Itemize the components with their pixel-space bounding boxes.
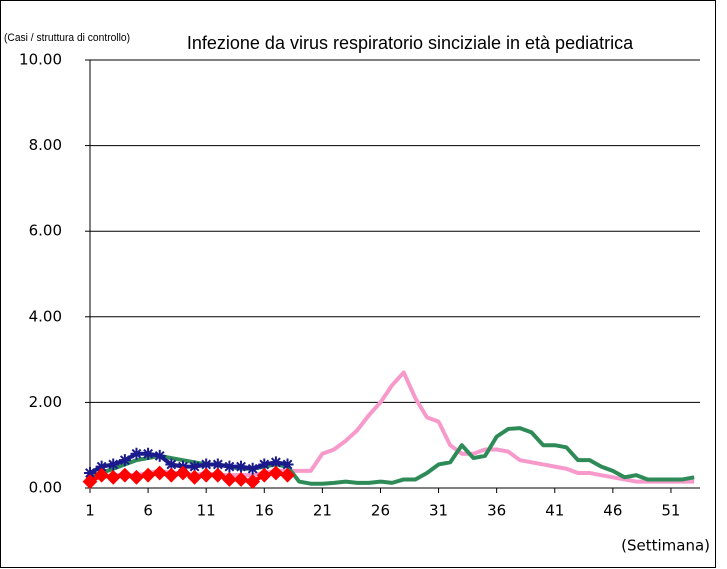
series-marker [235,460,248,473]
series-marker [152,465,168,481]
series-marker [280,467,295,483]
series-marker [258,458,271,471]
series-marker [245,474,261,489]
x-tick-label: 36 [487,502,506,520]
y-tick-label: 8.00 [29,136,62,154]
chart-title: Infezione da virus respiratorio sincizia… [187,33,634,53]
x-tick-label: 46 [603,502,622,520]
series-marker [117,467,133,483]
series-marker [140,467,156,483]
x-tick-label: 31 [429,502,448,520]
x-tick-label: 21 [313,502,332,520]
series-marker [175,465,191,481]
series-marker [142,447,155,460]
series-marker [95,460,108,473]
series-marker [105,469,121,485]
series-marker [246,462,259,475]
series-marker [198,467,214,483]
series-marker [107,458,120,471]
series-marker [188,460,201,473]
series-marker [153,449,166,462]
x-tick-label: 41 [545,502,564,520]
series-marker [210,467,226,483]
series-marker [163,467,179,483]
series-marker [118,454,131,467]
x-axis-label: (Settimana) [621,537,710,555]
series-marker [130,447,143,460]
y-tick-label: 4.00 [29,307,62,325]
series-marker [211,458,224,471]
series-marker [187,469,202,485]
series-marker [256,467,272,483]
series-marker [233,472,249,487]
series-marker [84,467,96,480]
y-axis-label: (Casi / struttura di controllo) [4,32,130,44]
series-marker [200,458,213,471]
y-tick-label: 0.00 [29,479,62,497]
y-tick-label: 2.00 [29,393,62,411]
x-tick-label: 16 [255,502,274,520]
series-marker [94,467,110,483]
series-marker [129,469,144,485]
x-tick-label: 11 [197,502,216,520]
x-tick-label: 1 [85,502,95,520]
y-tick-label: 6.00 [29,222,62,240]
series-marker [82,474,98,489]
y-tick-label: 10.00 [19,51,62,69]
series-marker [222,472,237,487]
series-marker [281,458,294,471]
series-line [89,426,695,486]
series-marker [165,458,178,471]
series-marker [268,465,284,481]
series-marker [269,456,282,469]
x-tick-label: 6 [143,502,153,520]
x-tick-label: 26 [371,502,390,520]
x-tick-label: 51 [661,502,680,520]
series-marker [223,460,236,473]
